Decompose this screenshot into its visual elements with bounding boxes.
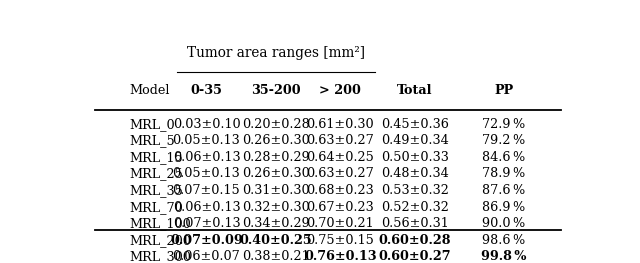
Text: Total: Total bbox=[397, 84, 433, 97]
Text: Tumor area ranges [mm²]: Tumor area ranges [mm²] bbox=[187, 46, 365, 60]
Text: PP: PP bbox=[495, 84, 514, 97]
Text: 0.63±0.27: 0.63±0.27 bbox=[307, 168, 374, 180]
Text: 90.0 %: 90.0 % bbox=[483, 217, 525, 230]
Text: 0.07±0.15: 0.07±0.15 bbox=[173, 184, 241, 197]
Text: 0.48±0.34: 0.48±0.34 bbox=[381, 168, 449, 180]
Text: 0.34±0.29: 0.34±0.29 bbox=[242, 217, 310, 230]
Text: 35-200: 35-200 bbox=[251, 84, 301, 97]
Text: Model: Model bbox=[129, 84, 170, 97]
Text: 0.07±0.09: 0.07±0.09 bbox=[170, 234, 243, 247]
Text: 0.31±0.30: 0.31±0.30 bbox=[242, 184, 310, 197]
Text: 0.56±0.31: 0.56±0.31 bbox=[381, 217, 449, 230]
Text: MRL_100: MRL_100 bbox=[129, 217, 191, 230]
Text: 0.40±0.25: 0.40±0.25 bbox=[239, 234, 312, 247]
Text: MRL_0: MRL_0 bbox=[129, 118, 175, 131]
Text: 0.68±0.23: 0.68±0.23 bbox=[307, 184, 374, 197]
Text: 0.64±0.25: 0.64±0.25 bbox=[307, 151, 374, 164]
Text: 84.6 %: 84.6 % bbox=[483, 151, 525, 164]
Text: 0.20±0.28: 0.20±0.28 bbox=[242, 118, 310, 131]
Text: 0.60±0.27: 0.60±0.27 bbox=[378, 250, 451, 263]
Text: 0.52±0.32: 0.52±0.32 bbox=[381, 201, 449, 214]
Text: 0.67±0.23: 0.67±0.23 bbox=[307, 201, 374, 214]
Text: 0.50±0.33: 0.50±0.33 bbox=[381, 151, 449, 164]
Text: > 200: > 200 bbox=[319, 84, 362, 97]
Text: 0.53±0.32: 0.53±0.32 bbox=[381, 184, 449, 197]
Text: MRL_300: MRL_300 bbox=[129, 250, 191, 263]
Text: 0.06±0.13: 0.06±0.13 bbox=[173, 151, 240, 164]
Text: 0.32±0.30: 0.32±0.30 bbox=[242, 201, 310, 214]
Text: 0.05±0.13: 0.05±0.13 bbox=[173, 168, 241, 180]
Text: 0.63±0.27: 0.63±0.27 bbox=[307, 134, 374, 147]
Text: 78.9 %: 78.9 % bbox=[483, 168, 525, 180]
Text: 0.26±0.30: 0.26±0.30 bbox=[242, 134, 310, 147]
Text: 0.61±0.30: 0.61±0.30 bbox=[307, 118, 374, 131]
Text: 0.07±0.13: 0.07±0.13 bbox=[173, 217, 240, 230]
Text: 98.6 %: 98.6 % bbox=[483, 234, 525, 247]
Text: 0.06±0.13: 0.06±0.13 bbox=[173, 201, 240, 214]
Text: 87.6 %: 87.6 % bbox=[483, 184, 525, 197]
Text: 0.38±0.21: 0.38±0.21 bbox=[242, 250, 310, 263]
Text: MRL_200: MRL_200 bbox=[129, 234, 191, 247]
Text: MRL_35: MRL_35 bbox=[129, 184, 184, 197]
Text: 0.45±0.36: 0.45±0.36 bbox=[381, 118, 449, 131]
Text: 99.8 %: 99.8 % bbox=[481, 250, 527, 263]
Text: 86.9 %: 86.9 % bbox=[483, 201, 525, 214]
Text: 0.76±0.13: 0.76±0.13 bbox=[304, 250, 377, 263]
Text: 0.70±0.21: 0.70±0.21 bbox=[307, 217, 374, 230]
Text: 0.28±0.29: 0.28±0.29 bbox=[242, 151, 310, 164]
Text: 0.75±0.15: 0.75±0.15 bbox=[307, 234, 374, 247]
Text: MRL_25: MRL_25 bbox=[129, 168, 184, 180]
Text: 0.26±0.30: 0.26±0.30 bbox=[242, 168, 310, 180]
Text: MRL_15: MRL_15 bbox=[129, 151, 183, 164]
Text: 0.03±0.10: 0.03±0.10 bbox=[173, 118, 240, 131]
Text: 0-35: 0-35 bbox=[191, 84, 223, 97]
Text: 0.06±0.07: 0.06±0.07 bbox=[173, 250, 241, 263]
Text: 0.49±0.34: 0.49±0.34 bbox=[381, 134, 449, 147]
Text: 79.2 %: 79.2 % bbox=[483, 134, 525, 147]
Text: MRL_5: MRL_5 bbox=[129, 134, 175, 147]
Text: 0.05±0.13: 0.05±0.13 bbox=[173, 134, 241, 147]
Text: 72.9 %: 72.9 % bbox=[483, 118, 525, 131]
Text: 0.60±0.28: 0.60±0.28 bbox=[378, 234, 451, 247]
Text: MRL_70: MRL_70 bbox=[129, 201, 183, 214]
